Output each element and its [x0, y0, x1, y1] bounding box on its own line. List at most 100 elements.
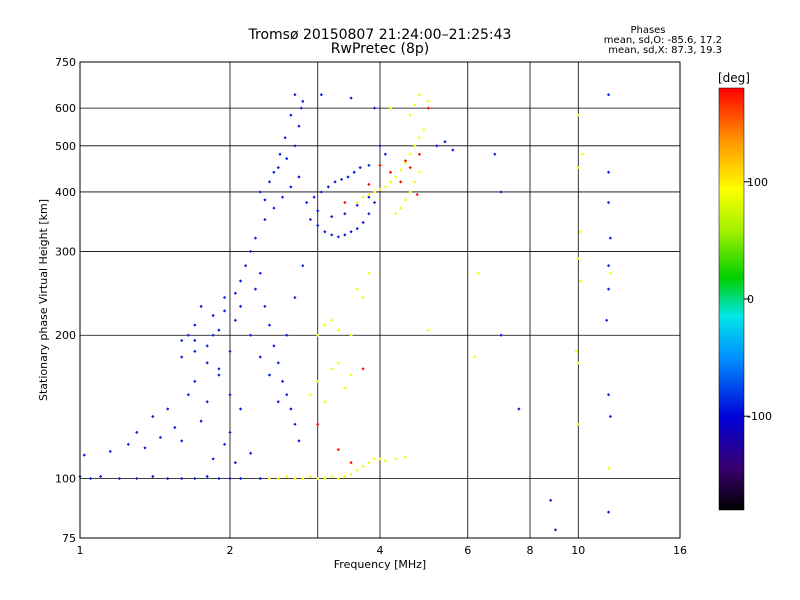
colorbar-tick-label: 0: [747, 293, 754, 306]
data-point: [297, 124, 301, 128]
data-point: [280, 195, 285, 199]
data-point: [608, 414, 613, 419]
data-point: [426, 106, 430, 110]
data-point: [199, 419, 203, 423]
data-point: [267, 373, 272, 377]
y-tick-label: 500: [55, 140, 76, 153]
y-axis-label: Stationary phase Virtual Height [km]: [37, 199, 50, 401]
data-point: [415, 192, 419, 197]
phase-info-o: mean, sd,O: -85.6, 17.2: [604, 35, 722, 46]
data-point: [367, 461, 371, 465]
data-point: [383, 459, 387, 463]
data-point: [272, 344, 276, 348]
data-point: [576, 166, 580, 170]
data-point: [233, 318, 237, 322]
data-point: [301, 476, 305, 481]
data-point: [417, 152, 422, 156]
data-point: [378, 163, 382, 167]
y-tick-label: 200: [55, 329, 76, 342]
data-point: [372, 190, 377, 194]
data-point: [378, 187, 382, 191]
data-point: [330, 367, 334, 371]
data-point: [312, 195, 316, 199]
data-point: [323, 230, 327, 234]
data-point: [499, 190, 503, 194]
data-point: [367, 192, 371, 197]
data-point: [372, 106, 377, 110]
data-point: [228, 476, 232, 481]
data-point: [217, 373, 221, 377]
data-point: [343, 386, 347, 390]
data-point: [301, 99, 305, 103]
data-point: [293, 295, 297, 300]
y-tick-label: 600: [55, 102, 76, 115]
phase-info-x: mean, sd,X: 87.3, 19.3: [608, 45, 722, 56]
data-point: [258, 190, 262, 194]
data-point: [367, 163, 371, 167]
data-point: [319, 190, 323, 194]
data-point: [408, 113, 412, 117]
data-point: [180, 439, 184, 443]
data-point: [228, 349, 232, 353]
data-point: [426, 99, 430, 103]
data-point: [285, 333, 289, 337]
data-point: [285, 474, 289, 479]
data-point: [435, 144, 439, 148]
data-point: [517, 407, 521, 411]
data-point: [276, 361, 280, 365]
data-point: [199, 304, 203, 308]
data-point: [249, 249, 253, 254]
data-point: [151, 414, 155, 419]
data-point: [606, 466, 611, 471]
data-point: [367, 212, 371, 216]
data-point: [403, 159, 408, 163]
data-point: [272, 206, 276, 210]
y-tick-label: 400: [55, 186, 76, 199]
data-point: [301, 264, 305, 268]
data-point: [413, 103, 417, 107]
data-point: [606, 170, 611, 174]
data-point: [205, 400, 209, 404]
grid: [79, 61, 681, 539]
data-point: [193, 379, 197, 383]
x-tick-label: 8: [527, 544, 534, 557]
data-point: [388, 170, 393, 174]
data-point: [608, 271, 613, 275]
data-point: [403, 161, 408, 165]
data-point: [361, 464, 365, 469]
data-point: [316, 209, 320, 213]
data-point: [349, 230, 353, 234]
data-point: [355, 203, 359, 207]
y-tick-label: 300: [55, 245, 76, 258]
data-point: [276, 476, 280, 481]
data-point: [333, 180, 337, 184]
data-point: [576, 113, 580, 117]
data-point: [399, 180, 403, 184]
data-point: [417, 136, 422, 140]
data-point: [330, 318, 334, 322]
data-point: [99, 474, 103, 479]
data-point: [343, 474, 347, 479]
colorbar-tick-label: 100: [747, 176, 768, 189]
data-point: [352, 170, 356, 174]
data-point: [576, 256, 580, 261]
data-point: [108, 449, 112, 454]
data-point: [126, 442, 130, 446]
data-point: [297, 439, 301, 443]
data-point: [135, 476, 139, 481]
data-point: [394, 175, 398, 179]
data-point: [355, 287, 359, 291]
data-point: [222, 295, 227, 300]
data-point: [336, 235, 340, 239]
data-point: [606, 264, 611, 268]
data-point: [276, 400, 280, 404]
data-point: [263, 198, 267, 202]
data-point: [117, 476, 122, 481]
data-point: [403, 455, 408, 459]
data-point: [330, 233, 334, 237]
x-tick-label: 10: [571, 544, 585, 557]
data-point: [399, 168, 403, 172]
data-point: [576, 361, 580, 365]
data-point: [180, 476, 184, 481]
x-axis-ticks: 1 2 4 6 8 10 16: [77, 544, 688, 557]
